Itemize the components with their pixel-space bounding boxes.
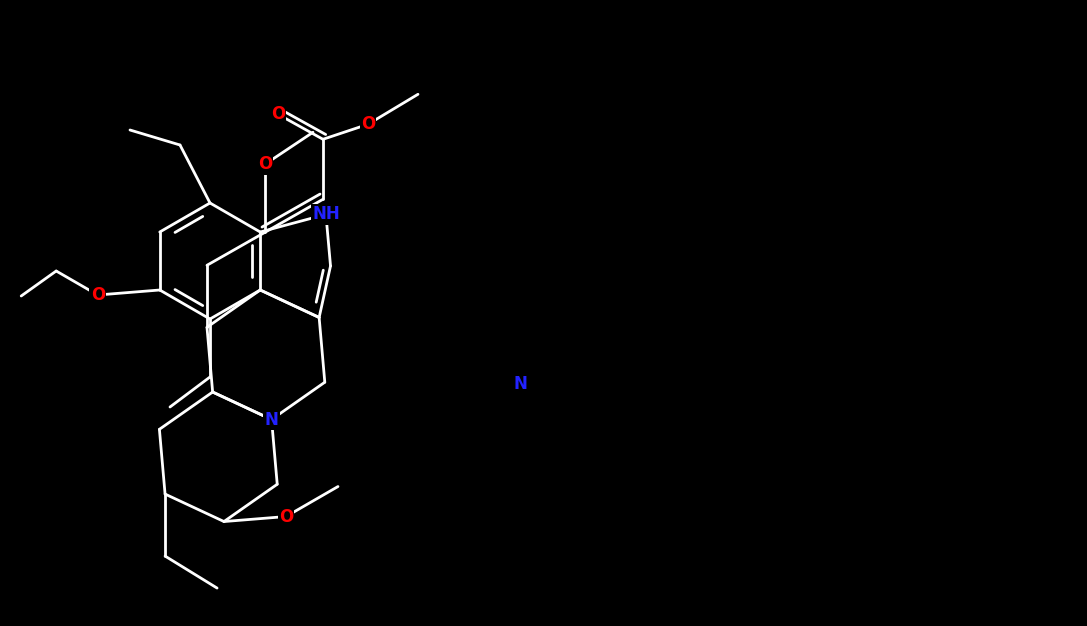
Text: O: O xyxy=(361,115,375,133)
Text: O: O xyxy=(271,105,285,123)
Text: N: N xyxy=(513,375,527,393)
Text: NH: NH xyxy=(312,205,340,223)
Text: O: O xyxy=(279,508,293,526)
Text: N: N xyxy=(264,411,278,429)
Text: O: O xyxy=(90,286,105,304)
Text: O: O xyxy=(258,155,272,173)
